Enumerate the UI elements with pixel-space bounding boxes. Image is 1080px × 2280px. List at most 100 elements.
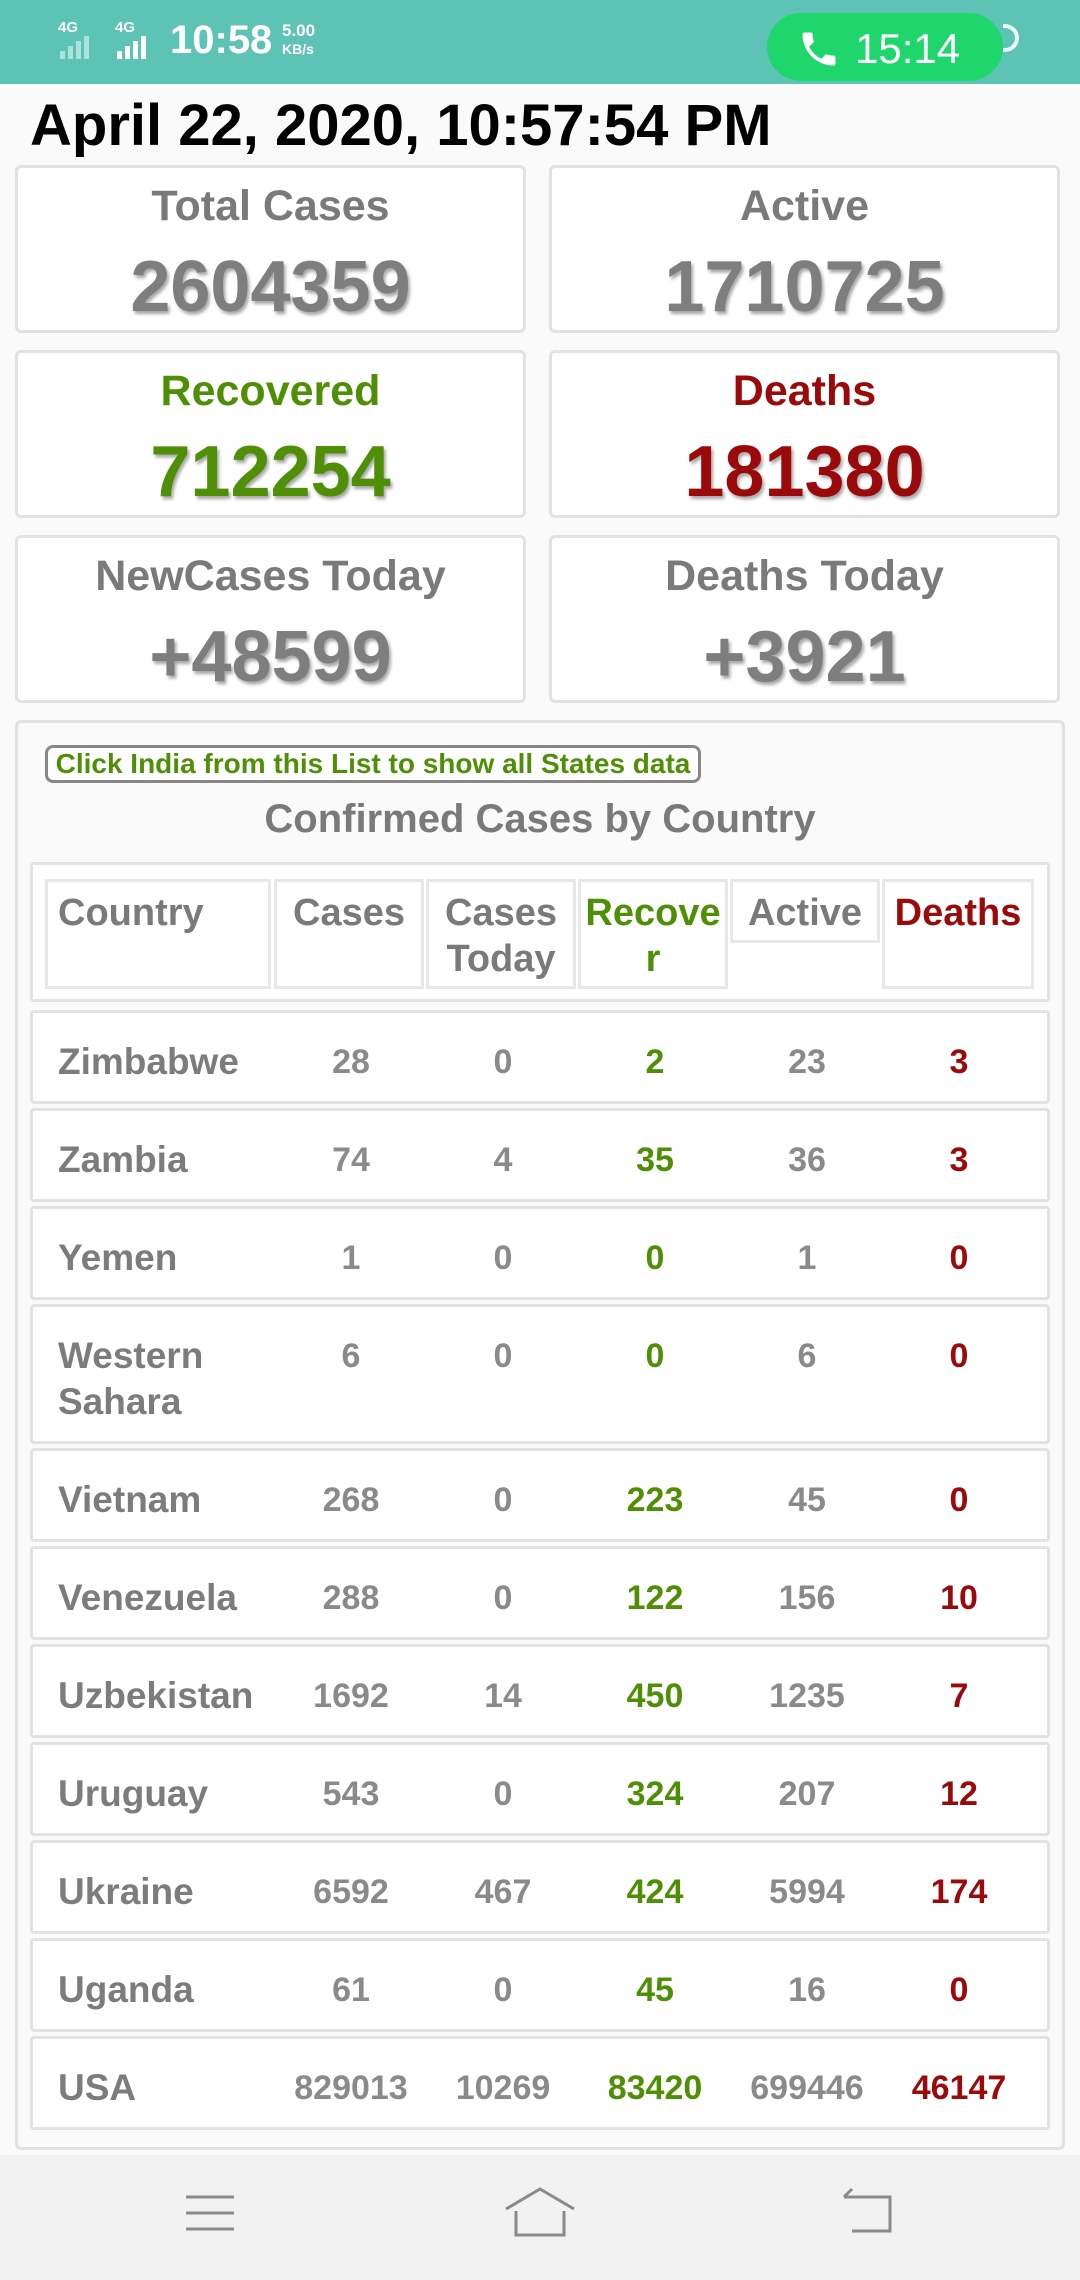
table-row-yemen[interactable]: Yemen 1 0 0 1 0 — [30, 1206, 1050, 1300]
home-button[interactable] — [502, 2185, 578, 2246]
recovered-value: 0 — [645, 1239, 665, 1277]
recovered-value: 45 — [636, 1971, 674, 2009]
deaths-today-label: Deaths Today — [665, 552, 944, 600]
active-value: 1710725 — [664, 247, 945, 327]
table-row-venezuela[interactable]: Venezuela 288 0 122 156 10 — [30, 1546, 1050, 1640]
cases-value: 1692 — [313, 1677, 389, 1715]
active-value: 45 — [788, 1481, 826, 1519]
cases-today-value: 10269 — [455, 2069, 551, 2107]
menu-button[interactable] — [180, 2185, 240, 2246]
deaths-label: Deaths — [732, 367, 877, 415]
cases-today-value: 0 — [493, 1481, 513, 1519]
cases-value: 543 — [322, 1775, 380, 1813]
cases-value: 74 — [332, 1141, 370, 1179]
cases-today-value: 0 — [493, 1337, 513, 1375]
cases-today-value: 4 — [493, 1141, 513, 1179]
header-cases-today[interactable]: Cases Today — [426, 879, 576, 989]
deaths-value: 0 — [949, 1239, 969, 1277]
deaths-value: 46147 — [911, 2069, 1007, 2107]
table-row-uzbekistan[interactable]: Uzbekistan 1692 14 450 1235 7 — [30, 1644, 1050, 1738]
country-name: Venezuela — [58, 1577, 237, 1618]
table-row-zimbabwe[interactable]: Zimbabwe 28 0 2 23 3 — [30, 1010, 1050, 1104]
total-cases-value: 2604359 — [130, 247, 411, 327]
network-speed-unit: KB/s — [282, 41, 314, 57]
active-value: 207 — [778, 1775, 836, 1813]
ongoing-call-pill[interactable]: 15:14 — [767, 13, 1003, 81]
call-timer: 15:14 — [855, 25, 961, 72]
cases-today-value: 467 — [474, 1873, 532, 1911]
country-name: Uruguay — [58, 1773, 209, 1814]
cases-today-value: 14 — [484, 1677, 522, 1715]
last-updated-datetime: April 22, 2020, 10:57:54 PM — [30, 93, 772, 158]
header-country[interactable]: Country — [45, 879, 271, 989]
header-deaths[interactable]: Deaths — [882, 879, 1034, 989]
recovered-label: Recovered — [160, 367, 381, 415]
header-cases-today-line1: Cases — [445, 892, 557, 934]
total-cases-label: Total Cases — [151, 182, 390, 230]
cases-value: 6592 — [313, 1873, 389, 1911]
deaths-value: 10 — [940, 1579, 978, 1617]
signal-bars-icon — [117, 36, 157, 60]
country-name: Uganda — [58, 1969, 194, 2010]
cases-value: 28 — [332, 1043, 370, 1081]
back-button[interactable] — [838, 2185, 898, 2246]
recovered-value: 35 — [636, 1141, 674, 1179]
active-value: 156 — [778, 1579, 836, 1617]
header-deaths-label: Deaths — [894, 892, 1022, 934]
network-speed-value: 5.00 — [282, 21, 316, 40]
table-row-western-sahara[interactable]: Western Sahara 6 0 0 6 0 — [30, 1304, 1050, 1444]
recovered-value: 223 — [626, 1481, 684, 1519]
phone-icon — [802, 32, 836, 66]
deaths-today-value: +3921 — [703, 617, 906, 697]
recovered-value: 2 — [645, 1043, 665, 1081]
recovered-card: Recovered 712254 — [15, 350, 526, 518]
active-value: 699446 — [750, 2069, 864, 2107]
deaths-value: 12 — [940, 1775, 978, 1813]
recovered-value: 83420 — [607, 2069, 703, 2107]
deaths-value: 0 — [949, 1481, 969, 1519]
back-icon — [842, 2187, 892, 2233]
active-card: Active 1710725 — [549, 165, 1060, 333]
cases-value: 6 — [341, 1337, 361, 1375]
new-cases-today-card: NewCases Today +48599 — [15, 535, 526, 703]
recovered-value: 122 — [626, 1579, 684, 1617]
cases-today-value: 0 — [493, 1239, 513, 1277]
recovered-value: 324 — [626, 1775, 684, 1813]
network-type-1: 4G — [58, 19, 79, 36]
deaths-value: 174 — [930, 1873, 988, 1911]
table-row-uruguay[interactable]: Uruguay 543 0 324 207 12 — [30, 1742, 1050, 1836]
active-value: 36 — [788, 1141, 826, 1179]
header-recovered[interactable]: Recove r — [578, 879, 728, 989]
country-name: Zambia — [58, 1139, 188, 1180]
recovered-value: 0 — [645, 1337, 665, 1375]
country-name: Vietnam — [58, 1479, 202, 1520]
deaths-value: 3 — [949, 1141, 969, 1179]
table-row-zambia[interactable]: Zambia 74 4 35 36 3 — [30, 1108, 1050, 1202]
network-type-2: 4G — [115, 19, 136, 36]
battery-icon — [1003, 24, 1019, 52]
menu-icon — [186, 2195, 234, 2231]
deaths-value: 3 — [949, 1043, 969, 1081]
active-value: 5994 — [769, 1873, 845, 1911]
signal-bars-icon — [60, 36, 100, 60]
header-cases[interactable]: Cases — [274, 879, 424, 989]
table-row-usa[interactable]: USA 829013 10269 83420 699446 46147 — [30, 2036, 1050, 2130]
cases-today-value: 0 — [493, 1775, 513, 1813]
country-name: USA — [58, 2067, 137, 2108]
deaths-value: 0 — [949, 1337, 969, 1375]
cases-today-value: 0 — [493, 1971, 513, 2009]
header-country-label: Country — [58, 892, 204, 934]
country-name: Zimbabwe — [58, 1041, 239, 1082]
deaths-value: 181380 — [684, 432, 925, 512]
status-time: 10:58 — [170, 18, 273, 62]
active-label: Active — [739, 182, 870, 230]
table-row-uganda[interactable]: Uganda 61 0 45 16 0 — [30, 1938, 1050, 2032]
header-active[interactable]: Active — [730, 879, 880, 943]
active-value: 6 — [797, 1337, 817, 1375]
deaths-today-card: Deaths Today +3921 — [549, 535, 1060, 703]
show-india-states-button[interactable]: Click India from this List to show all S… — [45, 745, 701, 783]
country-name: Ukraine — [58, 1871, 194, 1912]
section-title: Confirmed Cases by Country — [264, 797, 816, 841]
table-row-ukraine[interactable]: Ukraine 6592 467 424 5994 174 — [30, 1840, 1050, 1934]
table-row-vietnam[interactable]: Vietnam 268 0 223 45 0 — [30, 1448, 1050, 1542]
